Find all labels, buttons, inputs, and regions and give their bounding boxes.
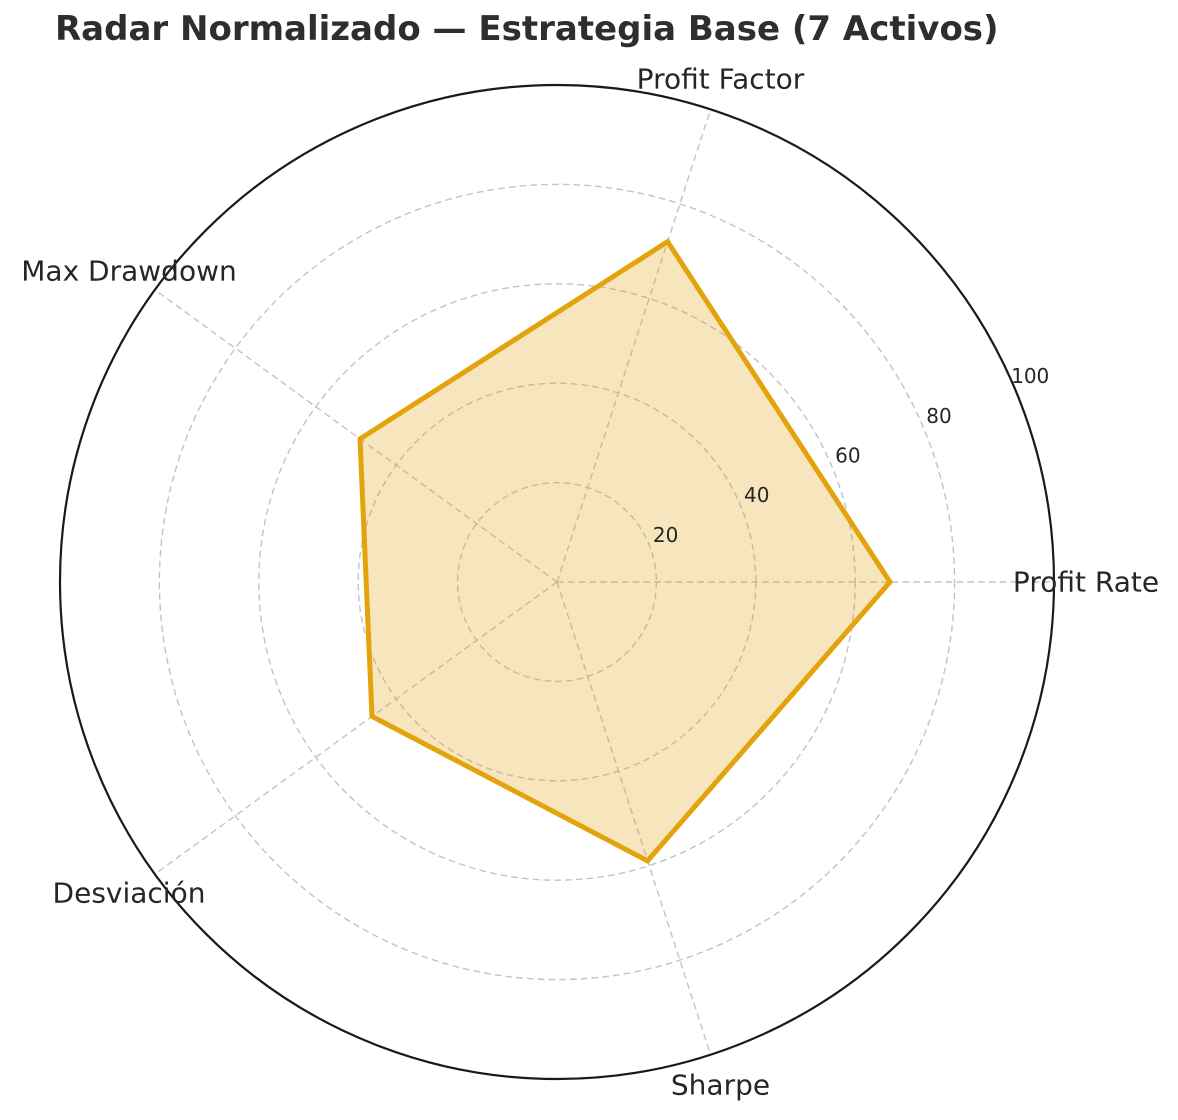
axis-label-profit-factor: Profit Factor — [637, 62, 805, 95]
radial-tick-label: 100 — [1011, 364, 1049, 388]
outer-circle — [58, 83, 1056, 1081]
radial-gridline — [158, 183, 956, 981]
axis-label-profit-rate: Profit Rate — [1013, 566, 1159, 599]
data-polygon-estrategia-base — [357, 238, 894, 865]
axis-spoke-max-drawdown — [154, 289, 558, 583]
axis-label-max-drawdown: Max Drawdown — [21, 255, 236, 288]
radial-tick-label: 20 — [653, 523, 678, 547]
axis-spoke-profit-factor — [556, 109, 712, 583]
chart-title: Radar Normalizado — Estrategia Base (7 A… — [55, 9, 999, 49]
radial-gridline — [258, 283, 856, 881]
radial-tick-label: 60 — [835, 444, 860, 468]
axis-spoke-desviaci-n — [154, 581, 558, 875]
axis-spoke-sharpe — [556, 581, 712, 1055]
radial-tick-label: 40 — [744, 483, 769, 507]
axis-label-desviaci-n: Desviación — [53, 876, 206, 909]
radial-tick-label: 80 — [926, 404, 951, 428]
axis-label-sharpe: Sharpe — [671, 1069, 770, 1102]
